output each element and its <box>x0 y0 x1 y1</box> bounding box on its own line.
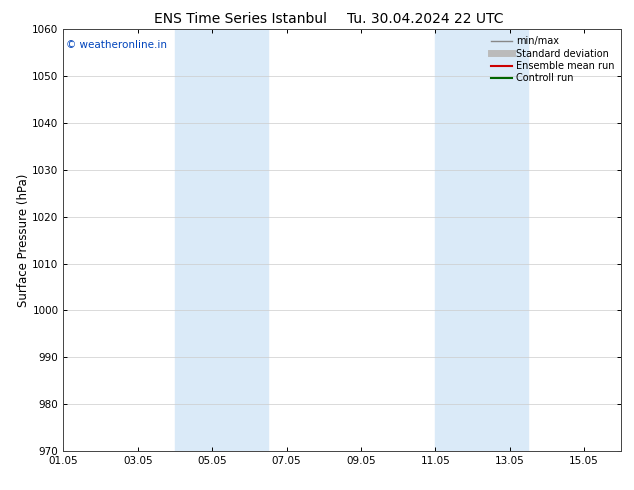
Bar <box>436 29 528 451</box>
Legend: min/max, Standard deviation, Ensemble mean run, Controll run: min/max, Standard deviation, Ensemble me… <box>489 34 616 85</box>
Text: © weatheronline.in: © weatheronline.in <box>66 40 167 50</box>
Bar <box>175 29 268 451</box>
Y-axis label: Surface Pressure (hPa): Surface Pressure (hPa) <box>16 173 30 307</box>
Text: ENS Time Series Istanbul: ENS Time Series Istanbul <box>155 12 327 26</box>
Text: Tu. 30.04.2024 22 UTC: Tu. 30.04.2024 22 UTC <box>347 12 503 26</box>
